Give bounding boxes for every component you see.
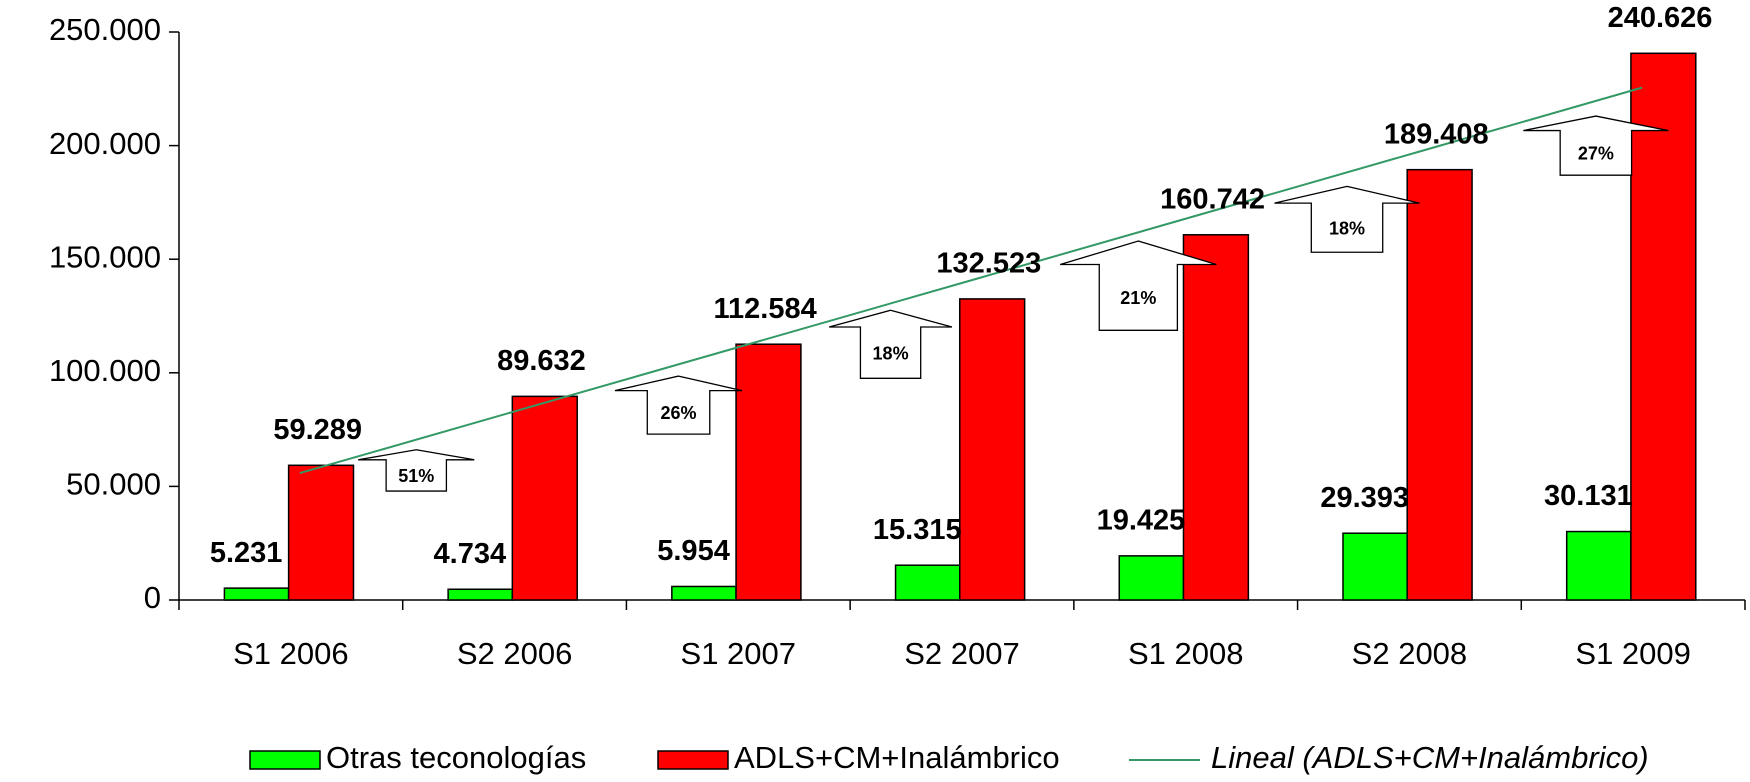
bar [447,588,514,601]
value-label: 4.734 [434,538,507,570]
growth-arrow [1523,115,1669,176]
growth-label: 26% [661,403,697,423]
legend-label: Lineal (ADLS+CM+Inalámbrico) [1211,740,1649,775]
bar [1406,168,1473,601]
legend-swatch [249,750,321,770]
legend-swatch [657,750,729,770]
x-tick-label: S1 2009 [1575,636,1691,671]
growth-arrow [358,449,475,492]
growth-label: 27% [1578,144,1614,164]
bar [1118,555,1185,601]
value-label: 132.523 [936,248,1041,280]
growth-label: 18% [873,343,909,363]
value-label: 112.584 [714,293,817,325]
value-label: 240.626 [1608,2,1713,34]
x-tick-label: S1 2006 [233,636,349,671]
x-tick-label: S2 2008 [1352,636,1468,671]
value-label: 89.632 [497,345,586,377]
growth-label: 51% [398,466,434,486]
trend-line [299,86,1643,475]
bar [1182,234,1250,601]
bar [1342,532,1408,601]
bar [959,298,1026,601]
value-label: 160.742 [1160,183,1265,215]
value-label: 5.231 [210,537,283,569]
x-tick-label: S2 2006 [457,636,573,671]
growth-arrow [829,309,953,379]
growth-label: 21% [1120,288,1156,308]
x-tick-label: S2 2007 [904,636,1020,671]
growth-arrow [1060,240,1217,331]
bar [894,564,961,601]
bar [735,343,802,601]
x-tick-label: S1 2008 [1128,636,1244,671]
growth-arrow [1274,185,1420,253]
y-tick-label: 50.000 [66,467,161,502]
bar [223,587,290,601]
bar [287,464,355,601]
value-label: 29.393 [1320,482,1409,514]
y-tick-label: 250.000 [49,12,161,47]
bar [1630,52,1697,601]
bar [1565,530,1632,601]
value-label: 5.954 [657,535,730,567]
legend-label: ADLS+CM+Inalámbrico [734,740,1060,775]
value-label: 19.425 [1097,505,1186,537]
growth-arrow [614,375,743,435]
y-tick-label: 0 [144,580,161,615]
value-label: 15.315 [873,514,962,546]
value-label: 30.131 [1544,480,1633,512]
y-tick-label: 200.000 [49,126,161,161]
growth-label: 18% [1329,218,1365,238]
x-tick-label: S1 2007 [681,636,797,671]
value-label: 59.289 [273,414,362,446]
legend-label: Otras teconologías [326,740,586,775]
bar [671,585,737,601]
y-tick-label: 150.000 [49,239,161,274]
y-tick-label: 100.000 [49,353,161,388]
value-label: 189.408 [1384,118,1489,150]
bar [511,395,578,601]
